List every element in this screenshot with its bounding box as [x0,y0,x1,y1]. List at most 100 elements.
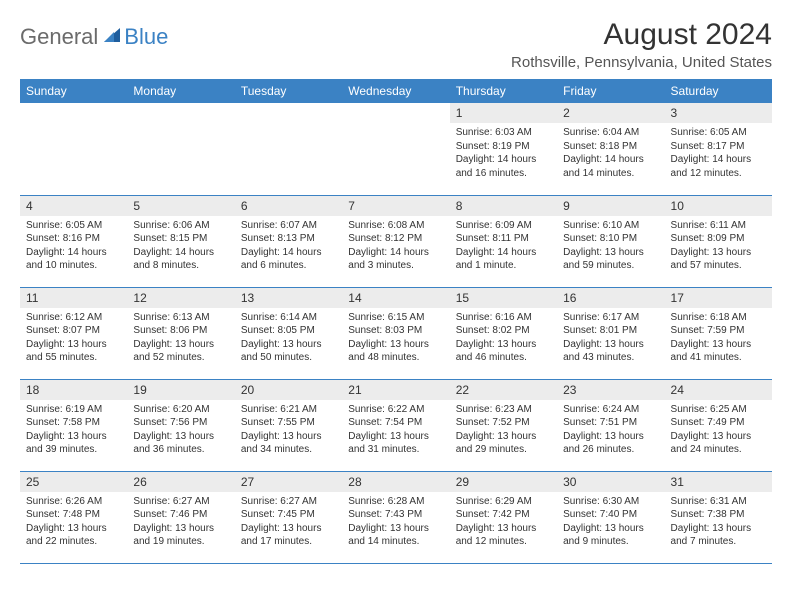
brand-logo: General Blue [20,18,168,50]
sunrise-text: Sunrise: 6:16 AM [456,311,551,325]
day-number: 13 [235,288,342,308]
title-block: August 2024 Rothsville, Pennsylvania, Un… [511,18,772,71]
sunrise-text: Sunrise: 6:27 AM [133,495,228,509]
sunrise-text: Sunrise: 6:08 AM [348,219,443,233]
sunrise-text: Sunrise: 6:12 AM [26,311,121,325]
day-header: Friday [557,79,664,103]
daylight-text: Daylight: 14 hours and 6 minutes. [241,246,336,273]
calendar-day-cell: 11Sunrise: 6:12 AMSunset: 8:07 PMDayligh… [20,287,127,379]
day-details: Sunrise: 6:23 AMSunset: 7:52 PMDaylight:… [450,400,557,461]
sunrise-text: Sunrise: 6:25 AM [671,403,766,417]
sunset-text: Sunset: 8:01 PM [563,324,658,338]
brand-sail-icon [102,26,122,49]
day-number: 22 [450,380,557,400]
calendar-week-row: 25Sunrise: 6:26 AMSunset: 7:48 PMDayligh… [20,471,772,563]
sunset-text: Sunset: 8:05 PM [241,324,336,338]
sunset-text: Sunset: 8:16 PM [26,232,121,246]
calendar-day-cell: 8Sunrise: 6:09 AMSunset: 8:11 PMDaylight… [450,195,557,287]
day-details: Sunrise: 6:03 AMSunset: 8:19 PMDaylight:… [450,123,557,184]
daylight-text: Daylight: 13 hours and 52 minutes. [133,338,228,365]
daylight-text: Daylight: 13 hours and 34 minutes. [241,430,336,457]
calendar-day-cell: 15Sunrise: 6:16 AMSunset: 8:02 PMDayligh… [450,287,557,379]
day-number: 29 [450,472,557,492]
calendar-day-cell: 7Sunrise: 6:08 AMSunset: 8:12 PMDaylight… [342,195,449,287]
day-number: 18 [20,380,127,400]
day-number: 12 [127,288,234,308]
day-details: Sunrise: 6:08 AMSunset: 8:12 PMDaylight:… [342,216,449,277]
calendar-empty-cell [342,103,449,195]
day-number: 30 [557,472,664,492]
day-details: Sunrise: 6:05 AMSunset: 8:16 PMDaylight:… [20,216,127,277]
calendar-week-row: 18Sunrise: 6:19 AMSunset: 7:58 PMDayligh… [20,379,772,471]
sunrise-text: Sunrise: 6:09 AM [456,219,551,233]
calendar-day-cell: 17Sunrise: 6:18 AMSunset: 7:59 PMDayligh… [665,287,772,379]
calendar-empty-cell [127,103,234,195]
day-number: 16 [557,288,664,308]
day-header: Saturday [665,79,772,103]
sunrise-text: Sunrise: 6:27 AM [241,495,336,509]
page-title: August 2024 [511,18,772,52]
sunset-text: Sunset: 8:18 PM [563,140,658,154]
daylight-text: Daylight: 13 hours and 31 minutes. [348,430,443,457]
daylight-text: Daylight: 14 hours and 12 minutes. [671,153,766,180]
sunset-text: Sunset: 7:43 PM [348,508,443,522]
sunrise-text: Sunrise: 6:13 AM [133,311,228,325]
sunrise-text: Sunrise: 6:07 AM [241,219,336,233]
calendar-day-cell: 19Sunrise: 6:20 AMSunset: 7:56 PMDayligh… [127,379,234,471]
calendar-day-cell: 3Sunrise: 6:05 AMSunset: 8:17 PMDaylight… [665,103,772,195]
sunrise-text: Sunrise: 6:03 AM [456,126,551,140]
day-header: Thursday [450,79,557,103]
calendar-day-cell: 20Sunrise: 6:21 AMSunset: 7:55 PMDayligh… [235,379,342,471]
day-number: 26 [127,472,234,492]
day-details: Sunrise: 6:18 AMSunset: 7:59 PMDaylight:… [665,308,772,369]
daylight-text: Daylight: 13 hours and 12 minutes. [456,522,551,549]
daylight-text: Daylight: 14 hours and 16 minutes. [456,153,551,180]
day-details: Sunrise: 6:20 AMSunset: 7:56 PMDaylight:… [127,400,234,461]
sunset-text: Sunset: 8:02 PM [456,324,551,338]
daylight-text: Daylight: 13 hours and 17 minutes. [241,522,336,549]
day-number: 21 [342,380,449,400]
sunset-text: Sunset: 8:11 PM [456,232,551,246]
day-number: 11 [20,288,127,308]
day-details: Sunrise: 6:12 AMSunset: 8:07 PMDaylight:… [20,308,127,369]
calendar-day-cell: 22Sunrise: 6:23 AMSunset: 7:52 PMDayligh… [450,379,557,471]
day-details: Sunrise: 6:31 AMSunset: 7:38 PMDaylight:… [665,492,772,553]
daylight-text: Daylight: 13 hours and 55 minutes. [26,338,121,365]
day-header: Monday [127,79,234,103]
calendar-day-cell: 6Sunrise: 6:07 AMSunset: 8:13 PMDaylight… [235,195,342,287]
sunset-text: Sunset: 7:56 PM [133,416,228,430]
sunset-text: Sunset: 8:06 PM [133,324,228,338]
calendar-day-cell: 4Sunrise: 6:05 AMSunset: 8:16 PMDaylight… [20,195,127,287]
sunrise-text: Sunrise: 6:22 AM [348,403,443,417]
calendar-week-row: 4Sunrise: 6:05 AMSunset: 8:16 PMDaylight… [20,195,772,287]
calendar-day-cell: 29 Sunrise: 6:29 AMSunset: 7:42 PMDayligh… [450,471,557,563]
sunrise-text: Sunrise: 6:31 AM [671,495,766,509]
daylight-text: Daylight: 13 hours and 29 minutes. [456,430,551,457]
calendar-body: 1Sunrise: 6:03 AMSunset: 8:19 PMDaylight… [20,103,772,563]
sunrise-text: Sunrise: 6:29 AM [456,495,551,509]
day-details: Sunrise: 6:14 AMSunset: 8:05 PMDaylight:… [235,308,342,369]
daylight-text: Daylight: 13 hours and 36 minutes. [133,430,228,457]
day-details: Sunrise: 6:06 AMSunset: 8:15 PMDaylight:… [127,216,234,277]
sunset-text: Sunset: 7:45 PM [241,508,336,522]
day-details: Sunrise: 6:19 AMSunset: 7:58 PMDaylight:… [20,400,127,461]
sunrise-text: Sunrise: 6:24 AM [563,403,658,417]
daylight-text: Daylight: 13 hours and 48 minutes. [348,338,443,365]
day-details: Sunrise: 6:24 AMSunset: 7:51 PMDaylight:… [557,400,664,461]
sunrise-text: Sunrise: 6:23 AM [456,403,551,417]
sunset-text: Sunset: 8:19 PM [456,140,551,154]
sunset-text: Sunset: 7:48 PM [26,508,121,522]
sunset-text: Sunset: 7:42 PM [456,508,551,522]
sunrise-text: Sunrise: 6:15 AM [348,311,443,325]
day-number: 24 [665,380,772,400]
day-details: Sunrise: 6:09 AMSunset: 8:11 PMDaylight:… [450,216,557,277]
calendar-day-cell: 10Sunrise: 6:11 AMSunset: 8:09 PMDayligh… [665,195,772,287]
day-number: 28 [342,472,449,492]
sunrise-text: Sunrise: 6:14 AM [241,311,336,325]
day-number: 17 [665,288,772,308]
sunrise-text: Sunrise: 6:20 AM [133,403,228,417]
calendar-empty-cell [235,103,342,195]
calendar-day-cell: 24Sunrise: 6:25 AMSunset: 7:49 PMDayligh… [665,379,772,471]
day-number: 19 [127,380,234,400]
calendar-head: SundayMondayTuesdayWednesdayThursdayFrid… [20,79,772,103]
